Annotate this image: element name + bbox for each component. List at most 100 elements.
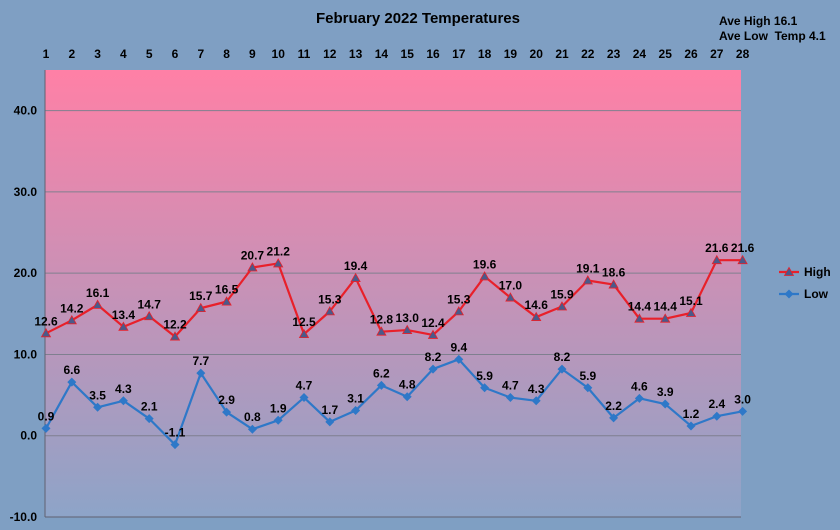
low-data-label: 3.0 (734, 392, 751, 406)
low-point (428, 364, 438, 374)
high-data-label: 17.0 (499, 279, 523, 293)
low-data-label: 5.9 (476, 369, 493, 383)
low-series: 0.9 6.6 3.5 4.3 2.1 -1.1 7.7 2.9 0.8 1.9 4.7 1.7 3.1… (38, 340, 751, 450)
high-data-label: 19.1 (576, 261, 600, 275)
low-data-label: 3.5 (89, 388, 106, 402)
low-data-label: 3.1 (347, 392, 364, 406)
x-tick-label: 20 (530, 47, 544, 61)
low-point (170, 440, 180, 450)
high-point (221, 296, 232, 306)
low-data-label: 9.4 (450, 340, 467, 354)
y-tick-label: 40.0 (14, 104, 38, 118)
x-tick-label: 4 (120, 47, 127, 61)
y-tick-label: 30.0 (14, 185, 38, 199)
low-data-label: 4.7 (502, 379, 519, 393)
high-data-label: 15.1 (679, 294, 703, 308)
x-tick-label: 16 (426, 47, 440, 61)
x-tick-label: 8 (223, 47, 230, 61)
low-point (505, 393, 515, 403)
high-point (453, 306, 464, 316)
x-tick-label: 15 (401, 47, 415, 61)
legend-low-marker (784, 289, 794, 299)
high-point (660, 313, 671, 323)
x-tick-label: 21 (555, 47, 569, 61)
low-point (376, 380, 386, 390)
legend: High Low (779, 265, 831, 301)
low-data-label: 6.6 (63, 363, 80, 377)
low-data-label: 4.7 (296, 379, 313, 393)
high-data-label: 13.0 (396, 311, 420, 325)
x-tick-label: 6 (172, 47, 179, 61)
low-data-label: -1.1 (165, 426, 186, 440)
high-data-label: 19.6 (473, 257, 497, 271)
low-point (634, 393, 644, 403)
high-data-label: 14.4 (628, 300, 652, 314)
high-data-label: 15.3 (447, 292, 471, 306)
x-tick-label: 27 (710, 47, 724, 61)
low-point (557, 364, 567, 374)
high-point (685, 307, 697, 317)
high-point (376, 326, 387, 336)
low-data-label: 2.9 (218, 393, 235, 407)
high-data-label: 12.6 (34, 314, 58, 328)
legend-high-label: High (804, 265, 831, 279)
low-point (583, 383, 593, 393)
high-point (582, 275, 593, 285)
high-point (634, 313, 645, 323)
high-point (402, 324, 413, 334)
high-data-label: 14.2 (60, 301, 84, 315)
high-data-label: 14.7 (138, 297, 162, 311)
low-data-label: 1.2 (683, 407, 700, 421)
low-point (325, 417, 335, 427)
high-point (92, 299, 103, 309)
low-data-label: 5.9 (579, 369, 596, 383)
high-point (737, 254, 748, 265)
high-point (40, 328, 52, 338)
low-data-label: 4.6 (631, 379, 648, 393)
high-point (427, 329, 439, 339)
low-data-label: 7.7 (192, 354, 209, 368)
high-point (247, 262, 258, 272)
high-series: 12.614.216.113.414.712.2 15.7 16.5 20.7 21.2… (34, 241, 755, 341)
legend-low-label: Low (804, 287, 829, 301)
x-tick-label: 23 (607, 47, 621, 61)
x-tick-label: 9 (249, 47, 256, 61)
x-tick-label: 28 (736, 47, 750, 61)
low-data-label: 2.4 (708, 397, 725, 411)
high-point (711, 254, 722, 265)
x-tick-label: 18 (478, 47, 492, 61)
low-line (45, 358, 743, 446)
x-tick-label: 12 (323, 47, 337, 61)
low-point (144, 414, 154, 424)
x-tick-label: 2 (68, 47, 75, 61)
low-data-label: 8.2 (554, 350, 571, 364)
low-data-label: 0.8 (244, 410, 261, 424)
low-point (196, 368, 206, 378)
low-point (273, 415, 283, 425)
high-data-label: 12.5 (292, 315, 316, 329)
high-data-label: 15.9 (550, 288, 574, 302)
low-point (660, 399, 670, 409)
low-data-label: 4.3 (115, 382, 132, 396)
low-point (712, 411, 722, 421)
high-point (298, 328, 310, 339)
x-tick-label: 14 (375, 47, 389, 61)
low-point (480, 383, 490, 393)
high-point (479, 271, 490, 281)
average-low-note: Ave Low Temp 4.1 (719, 29, 826, 43)
high-data-label: 21.6 (705, 241, 729, 255)
high-data-label: 20.7 (241, 248, 265, 262)
high-data-label: 12.8 (370, 313, 394, 327)
x-tick-label: 3 (94, 47, 101, 61)
high-point (118, 321, 129, 331)
chart-title: February 2022 Temperatures (316, 10, 520, 27)
x-tick-label: 11 (298, 47, 311, 61)
x-tick-label: 7 (197, 47, 204, 61)
x-tick-label: 25 (659, 47, 673, 61)
low-data-label: 2.1 (141, 400, 158, 414)
high-data-label: 21.6 (731, 241, 755, 255)
low-point (299, 393, 309, 403)
high-data-label: 15.3 (318, 292, 342, 306)
